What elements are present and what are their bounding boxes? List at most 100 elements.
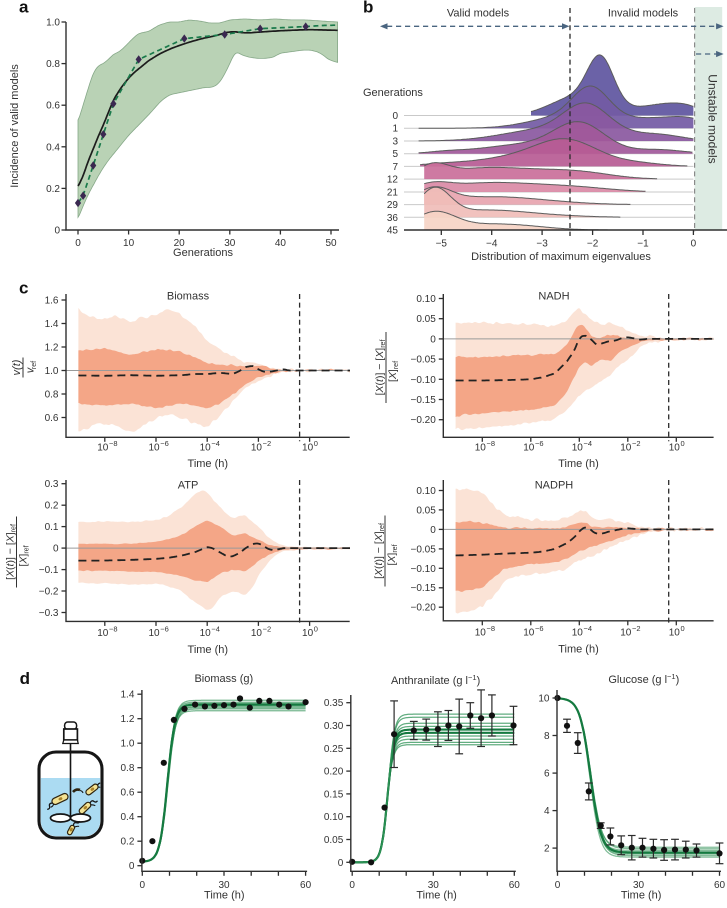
svg-text:−5: −5 — [436, 239, 448, 250]
svg-text:0: 0 — [314, 625, 318, 634]
svg-text:3: 3 — [392, 137, 398, 148]
svg-text:−3: −3 — [536, 239, 548, 250]
svg-text:0.1: 0.1 — [45, 522, 59, 533]
svg-text:0.4: 0.4 — [120, 812, 134, 823]
svg-text:Time (h): Time (h) — [558, 643, 599, 655]
svg-text:12: 12 — [387, 175, 399, 186]
svg-text:4: 4 — [544, 806, 550, 817]
svg-text:0.20: 0.20 — [324, 767, 344, 778]
svg-text:0.10: 0.10 — [416, 486, 436, 497]
svg-text:0: 0 — [54, 226, 60, 237]
svg-text:−4: −4 — [486, 239, 498, 250]
svg-text:[X(t)] − [X]ref: [X(t)] − [X]ref — [374, 340, 387, 396]
svg-text:Time (h): Time (h) — [558, 458, 599, 470]
svg-text:−0.15: −0.15 — [410, 583, 436, 594]
svg-text:Unstable models: Unstable models — [706, 74, 720, 163]
svg-text:2: 2 — [544, 844, 550, 855]
svg-text:0: 0 — [338, 858, 344, 869]
svg-text:1.4: 1.4 — [45, 319, 59, 330]
svg-text:0.25: 0.25 — [324, 744, 344, 755]
svg-text:Valid models: Valid models — [447, 8, 510, 20]
svg-text:−8: −8 — [109, 439, 118, 448]
svg-text:1.4: 1.4 — [120, 690, 134, 701]
svg-text:0: 0 — [430, 334, 436, 345]
svg-text:36: 36 — [387, 213, 399, 224]
svg-text:10: 10 — [669, 627, 681, 638]
svg-text:0.30: 0.30 — [324, 721, 344, 732]
svg-text:7: 7 — [392, 162, 398, 173]
svg-text:10: 10 — [523, 627, 535, 638]
svg-text:Biomass (g): Biomass (g) — [194, 673, 253, 685]
svg-text:0.15: 0.15 — [324, 789, 344, 800]
svg-text:10: 10 — [302, 628, 314, 639]
svg-text:Time (h): Time (h) — [204, 889, 245, 901]
svg-text:10: 10 — [97, 442, 109, 453]
svg-text:[X(t)] − [X]ref: [X(t)] − [X]ref — [373, 523, 386, 579]
svg-text:0.10: 0.10 — [416, 294, 436, 305]
svg-text:−8: −8 — [487, 624, 496, 633]
svg-text:−0.1: −0.1 — [39, 565, 59, 576]
svg-text:0.10: 0.10 — [324, 812, 344, 823]
svg-text:1.2: 1.2 — [120, 714, 134, 725]
svg-text:0.6: 0.6 — [45, 413, 59, 424]
svg-text:0: 0 — [53, 544, 59, 555]
svg-text:NADH: NADH — [538, 291, 569, 303]
svg-text:10: 10 — [251, 442, 263, 453]
svg-text:5: 5 — [392, 149, 398, 160]
svg-text:10: 10 — [302, 442, 314, 453]
svg-text:1.0: 1.0 — [120, 739, 134, 750]
svg-text:0: 0 — [75, 238, 81, 249]
svg-text:10: 10 — [251, 628, 263, 639]
svg-text:Time (h): Time (h) — [188, 644, 229, 656]
svg-text:0.05: 0.05 — [416, 506, 436, 517]
svg-text:−0.2: −0.2 — [39, 587, 59, 598]
svg-text:10: 10 — [148, 628, 160, 639]
svg-text:1.0: 1.0 — [45, 366, 59, 377]
svg-text:1: 1 — [392, 124, 398, 135]
svg-text:10: 10 — [620, 627, 632, 638]
svg-text:0.2: 0.2 — [46, 184, 60, 195]
svg-text:ref: ref — [31, 361, 38, 369]
svg-text:−2: −2 — [263, 625, 272, 634]
svg-text:0.6: 0.6 — [46, 101, 60, 112]
svg-text:−0.10: −0.10 — [410, 564, 436, 575]
svg-text:10: 10 — [669, 442, 681, 453]
svg-text:30: 30 — [633, 880, 645, 891]
svg-text:10: 10 — [523, 442, 535, 453]
svg-text:0: 0 — [681, 439, 685, 448]
svg-text:0: 0 — [681, 624, 685, 633]
svg-text:0.8: 0.8 — [46, 59, 60, 70]
svg-text:6: 6 — [544, 769, 550, 780]
svg-text:21: 21 — [387, 188, 399, 199]
svg-text:0.8: 0.8 — [120, 763, 134, 774]
svg-text:−0.10: −0.10 — [410, 375, 436, 386]
svg-text:−6: −6 — [160, 439, 169, 448]
svg-text:−2: −2 — [587, 239, 599, 250]
svg-text:Distribution of maximum eigenv: Distribution of maximum eigenvalues — [471, 251, 651, 263]
svg-text:1.0: 1.0 — [46, 18, 60, 29]
svg-text:10: 10 — [148, 442, 160, 453]
svg-text:Invalid models: Invalid models — [608, 8, 679, 20]
svg-text:[X(t)] − [X]ref: [X(t)] − [X]ref — [5, 524, 18, 580]
svg-text:Time (h): Time (h) — [416, 889, 457, 901]
svg-text:60: 60 — [714, 880, 726, 891]
svg-text:−6: −6 — [535, 439, 544, 448]
svg-text:0.3: 0.3 — [45, 479, 59, 490]
svg-text:0: 0 — [140, 880, 146, 891]
svg-text:0.4: 0.4 — [46, 142, 60, 153]
svg-text:NADPH: NADPH — [535, 480, 574, 492]
svg-text:0: 0 — [555, 880, 561, 891]
svg-text:−4: −4 — [584, 439, 593, 448]
svg-text:Generations: Generations — [363, 87, 423, 99]
svg-text:10: 10 — [123, 238, 135, 249]
svg-text:−0.20: −0.20 — [410, 603, 436, 614]
svg-text:Incidence of valid models: Incidence of valid models — [9, 64, 21, 188]
svg-text:−4: −4 — [584, 624, 593, 633]
svg-text:−0.05: −0.05 — [410, 544, 436, 555]
svg-text:10: 10 — [572, 627, 584, 638]
svg-text:8: 8 — [544, 731, 550, 742]
svg-text:20: 20 — [174, 238, 186, 249]
svg-text:Anthranilate (g l−1): Anthranilate (g l−1) — [391, 673, 480, 687]
svg-text:0.05: 0.05 — [416, 314, 436, 325]
svg-text:0: 0 — [691, 239, 697, 250]
